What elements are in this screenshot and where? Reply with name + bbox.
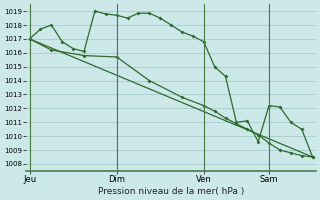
X-axis label: Pression niveau de la mer( hPa ): Pression niveau de la mer( hPa ) [98,187,244,196]
